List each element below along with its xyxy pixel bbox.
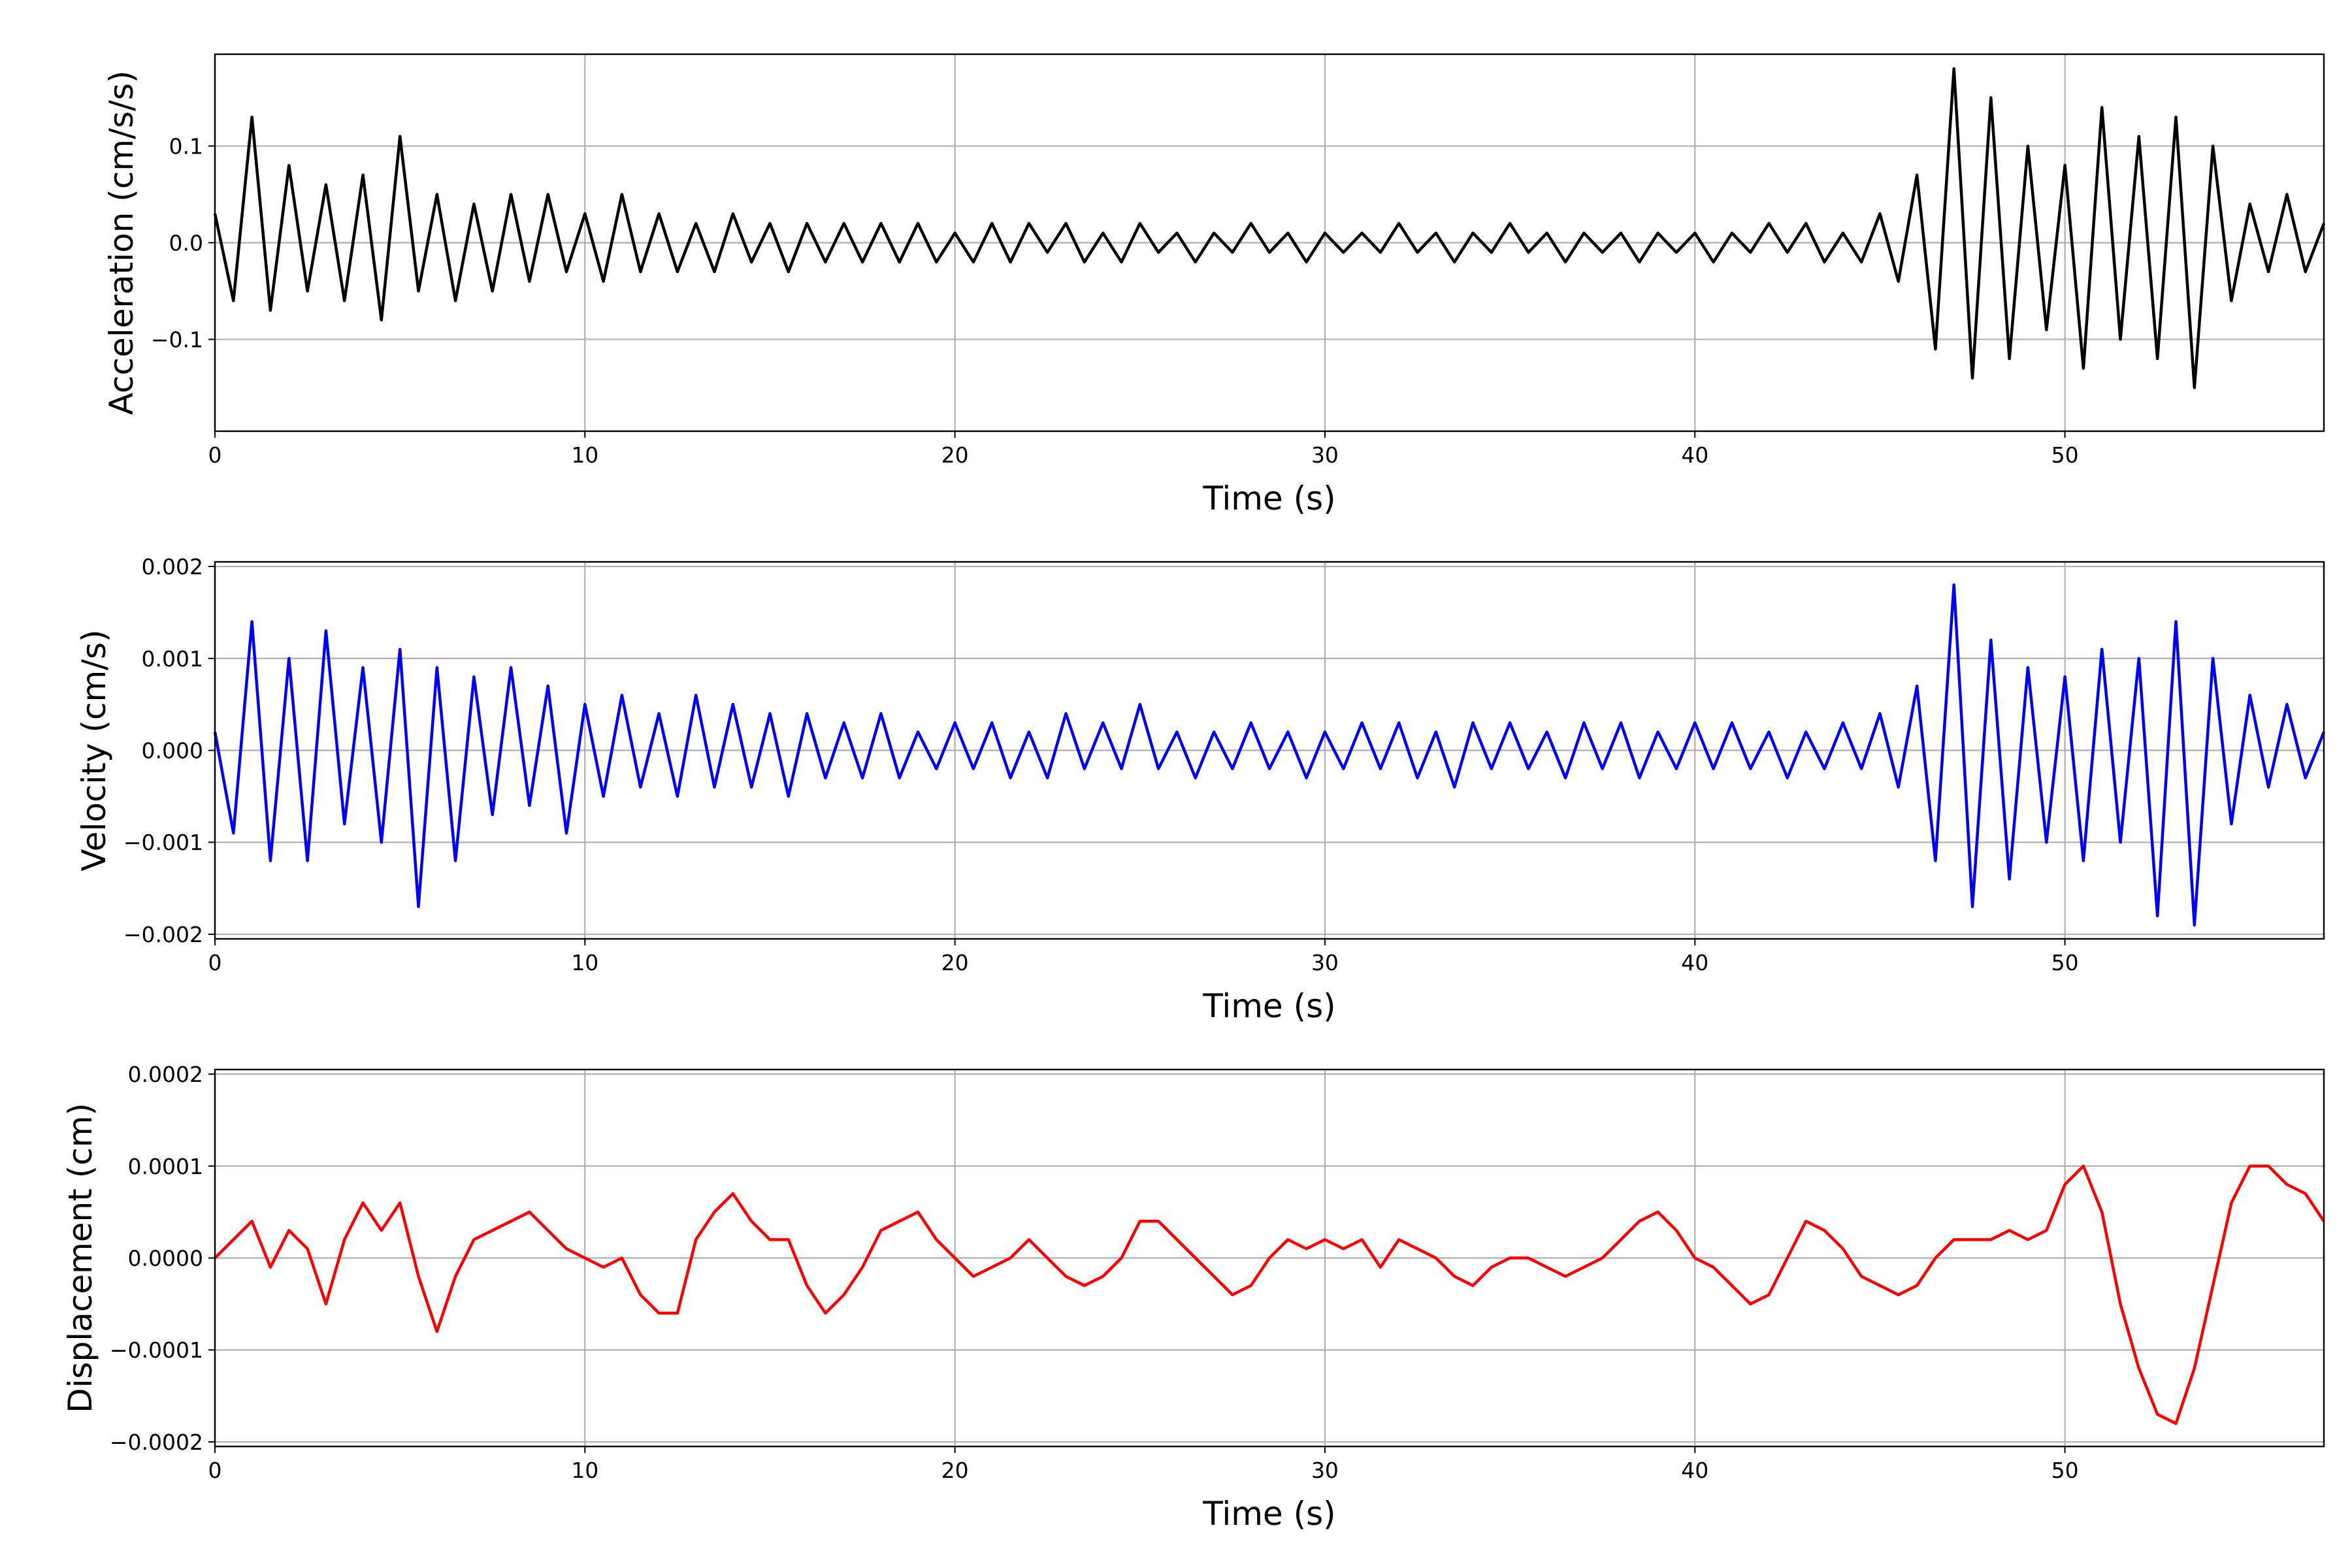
y-tick-label: 0.001 [142,646,203,672]
y-tick-label: −0.1 [151,327,203,352]
x-tick-label: 30 [1311,1458,1339,1483]
y-tick-label: 0.1 [169,134,203,159]
x-tick-label: 50 [2051,1458,2079,1483]
y-axis-label: Acceleration (cm/s/s) [103,71,140,416]
x-tick-label: 40 [1681,1458,1708,1483]
axes-frame [214,1068,2325,1448]
x-tick-label: 20 [941,442,969,468]
x-axis-label: Time (s) [1202,1495,1335,1533]
x-axis-label: Time (s) [1202,480,1335,517]
x-axis-label: Time (s) [1202,987,1335,1025]
axes-frame [214,561,2325,940]
y-tick-label: 0.0000 [128,1246,203,1271]
signal-line [214,1164,2325,1426]
y-tick-label: 0.0 [169,231,203,256]
y-tick-label: −0.0001 [110,1337,203,1363]
x-tick-label: 50 [2051,950,2079,975]
axes-frame [214,53,2325,433]
y-tick-label: 0.0002 [128,1062,203,1087]
x-tick-label: 0 [208,950,222,975]
x-tick-label: 20 [941,950,969,975]
y-tick-label: 0.000 [142,738,203,764]
subplot: 0 10 20 30 40 50 −0.0002 −0.0001 0.0000 0.0001 0.0… [61,1062,2325,1533]
x-tick-label: 0 [208,442,222,468]
y-tick-label: −0.0002 [110,1429,203,1455]
x-tick-label: 40 [1681,442,1708,468]
y-axis-label: Velocity (cm/s) [75,629,113,871]
x-tick-label: 10 [571,442,598,468]
x-tick-label: 30 [1311,442,1339,468]
subplot: 0 10 20 30 40 50 −0.1 0.0 0.1 Time (s) Acceleratio… [103,53,2326,517]
y-tick-label: −0.001 [123,830,203,855]
signal-line [213,67,2326,389]
y-tick-label: 0.0001 [128,1154,203,1179]
x-tick-label: 40 [1681,950,1708,975]
y-axis-label: Displacement (cm) [61,1103,99,1413]
x-tick-label: 10 [571,1458,598,1483]
x-tick-label: 10 [571,950,598,975]
x-tick-label: 50 [2051,442,2079,468]
subplot: 0 10 20 30 40 50 −0.002 −0.001 0.000 0.001 0.002 Ti… [75,554,2326,1025]
x-tick-label: 0 [208,1458,222,1483]
x-tick-label: 20 [941,1458,969,1483]
y-tick-label: 0.002 [142,554,203,580]
x-tick-label: 30 [1311,950,1339,975]
y-tick-label: −0.002 [123,922,203,947]
signal-line [213,583,2326,927]
